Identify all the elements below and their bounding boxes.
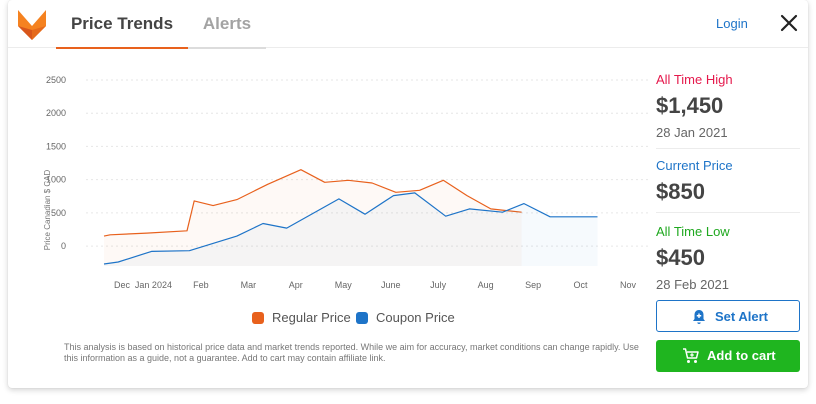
disclaimer-text: This analysis is based on historical pri… xyxy=(64,342,639,363)
series-line-regular xyxy=(103,169,522,237)
x-tick-label: Aug xyxy=(478,280,494,290)
x-tick-label: July xyxy=(430,280,447,290)
y-tick-label: 1500 xyxy=(46,141,66,151)
legend-label-regular: Regular Price xyxy=(272,310,351,325)
y-tick-label: 500 xyxy=(51,208,66,218)
stat-high-value: $1,450 xyxy=(656,93,724,118)
add-to-cart-button[interactable]: Add to cart xyxy=(656,340,800,372)
series-area-regular xyxy=(104,169,522,266)
x-tick-label: Apr xyxy=(289,280,303,290)
series-area-coupon xyxy=(104,192,598,266)
y-tick-label: 2500 xyxy=(46,75,66,85)
set-alert-button[interactable]: Set Alert xyxy=(656,300,800,332)
x-tick-label: Jan 2024 xyxy=(135,280,172,290)
x-tick-label: May xyxy=(335,280,353,290)
stat-low-date: 28 Feb 2021 xyxy=(656,277,730,292)
stat-divider xyxy=(656,148,800,149)
x-tick-label: Oct xyxy=(574,280,589,290)
x-tick-label: June xyxy=(381,280,401,290)
stat-low-label: All Time Low xyxy=(656,224,730,239)
panel-header: Price Trends Alerts Login xyxy=(8,0,808,49)
stat-current-label: Current Price xyxy=(656,158,733,173)
x-tick-label: Feb xyxy=(193,280,209,290)
price-history-chart: 0 500 1000 1500 2000 2500 Dec Jan 2024 Feb Mar Ap… xyxy=(43,75,648,290)
add-to-cart-label: Add to cart xyxy=(707,348,776,363)
fox-logo-icon xyxy=(18,10,46,40)
close-icon[interactable] xyxy=(778,12,800,34)
stat-high-label: All Time High xyxy=(656,72,733,87)
price-trends-panel: Price Trends Alerts Login 0 500 1000 1500 20… xyxy=(8,0,808,388)
set-alert-label: Set Alert xyxy=(715,309,768,324)
login-link[interactable]: Login xyxy=(716,16,748,31)
x-tick-label: Sep xyxy=(525,280,541,290)
x-tick-label: Mar xyxy=(241,280,257,290)
legend-swatch-coupon xyxy=(356,312,368,324)
y-tick-label: 0 xyxy=(61,241,66,251)
legend-label-coupon: Coupon Price xyxy=(376,310,455,325)
y-axis-label: Price Canadian $ CAD xyxy=(43,170,52,251)
stat-high-date: 28 Jan 2021 xyxy=(656,125,728,140)
x-tick-label: Nov xyxy=(620,280,637,290)
stat-all-time-high: All Time High $1,450 28 Jan 2021 xyxy=(656,72,800,140)
tab-price-trends[interactable]: Price Trends xyxy=(56,0,188,49)
y-tick-label: 2000 xyxy=(46,108,66,118)
stat-current-value: $850 xyxy=(656,179,705,204)
series-line-coupon xyxy=(103,192,598,265)
stat-current-price: Current Price $850 xyxy=(656,158,800,205)
legend-swatch-regular xyxy=(252,312,264,324)
tab-alerts[interactable]: Alerts xyxy=(188,0,266,49)
bell-plus-icon xyxy=(693,310,705,324)
cart-plus-icon xyxy=(683,348,699,363)
stat-low-value: $450 xyxy=(656,245,705,270)
stat-all-time-low: All Time Low $450 28 Feb 2021 xyxy=(656,224,800,292)
x-tick-label: Dec xyxy=(114,280,131,290)
y-tick-label: 1000 xyxy=(46,175,66,185)
stat-divider xyxy=(656,212,800,213)
